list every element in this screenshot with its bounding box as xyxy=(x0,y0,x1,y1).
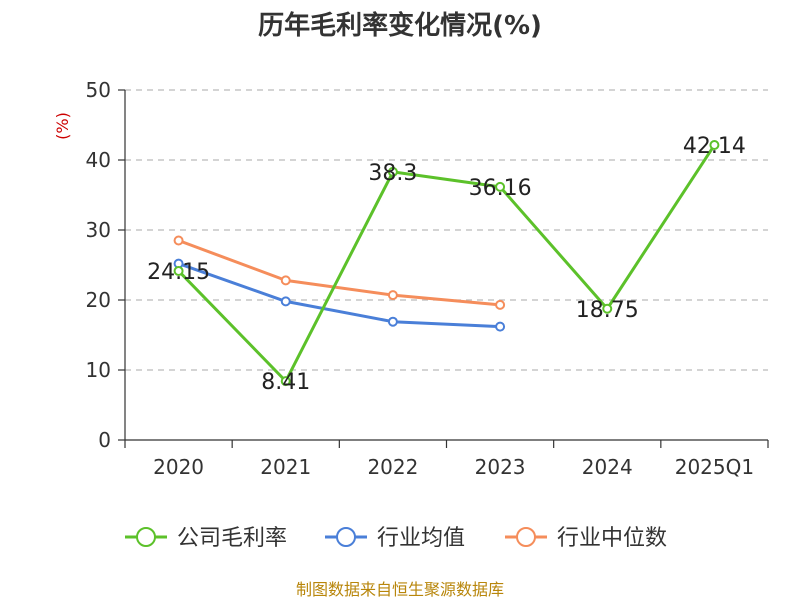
data-label: 38.3 xyxy=(368,161,417,186)
series-line xyxy=(177,144,716,383)
y-axis-unit: (%) xyxy=(53,112,72,140)
series-layer xyxy=(173,140,720,387)
data-point xyxy=(280,376,291,387)
data-point xyxy=(387,290,398,301)
chart-title: 历年毛利率变化情况(%) xyxy=(258,10,542,41)
legend-marker xyxy=(136,527,156,547)
data-label: 42.14 xyxy=(683,134,746,159)
data-point xyxy=(387,316,398,327)
legend-item: 行业均值 xyxy=(325,526,465,551)
data-point xyxy=(495,321,506,332)
legend: 公司毛利率 行业均值 行业中位数 xyxy=(125,526,667,551)
y-tick-label: 40 xyxy=(86,148,111,172)
y-tick-label: 10 xyxy=(86,358,111,382)
series-line xyxy=(178,262,501,329)
y-tick-label: 30 xyxy=(86,218,111,242)
data-point xyxy=(602,303,613,314)
data-point xyxy=(709,140,720,151)
legend-marker xyxy=(336,527,356,547)
legend-marker xyxy=(516,527,536,547)
x-tick-label: 2022 xyxy=(367,455,418,479)
grid-lines xyxy=(125,89,768,371)
data-label: 36.16 xyxy=(469,176,532,201)
axes: 0 10 20 30 40 50 2020 2021 2022 2023 2024 2025Q1 xyxy=(86,78,769,479)
legend-label: 公司毛利率 xyxy=(177,526,287,551)
data-point xyxy=(173,265,184,276)
x-tick-label: 2020 xyxy=(153,455,204,479)
data-label: 8.41 xyxy=(261,370,310,395)
y-tick-label: 20 xyxy=(86,288,111,312)
legend-label: 行业中位数 xyxy=(557,526,667,551)
x-tick-label: 2021 xyxy=(260,455,311,479)
y-tick-label: 0 xyxy=(98,428,111,452)
x-tick-label: 2025Q1 xyxy=(675,455,754,479)
x-tick-label: 2023 xyxy=(475,455,526,479)
legend-item: 公司毛利率 xyxy=(125,526,287,551)
data-point xyxy=(387,166,398,177)
data-point xyxy=(495,181,506,192)
data-labels: 24.15 8.41 38.3 36.16 18.75 42.14 xyxy=(147,134,746,395)
legend-label: 行业均值 xyxy=(377,526,465,551)
data-point xyxy=(280,296,291,307)
y-tick-label: 50 xyxy=(86,78,111,102)
data-point xyxy=(280,275,291,286)
source-note: 制图数据来自恒生聚源数据库 xyxy=(296,580,504,599)
x-tick-label: 2024 xyxy=(582,455,633,479)
data-point xyxy=(173,235,184,246)
legend-item: 行业中位数 xyxy=(505,526,667,551)
series-line xyxy=(178,239,501,307)
data-label: 24.15 xyxy=(147,260,210,285)
data-label: 18.75 xyxy=(576,298,639,323)
data-point xyxy=(495,299,506,310)
